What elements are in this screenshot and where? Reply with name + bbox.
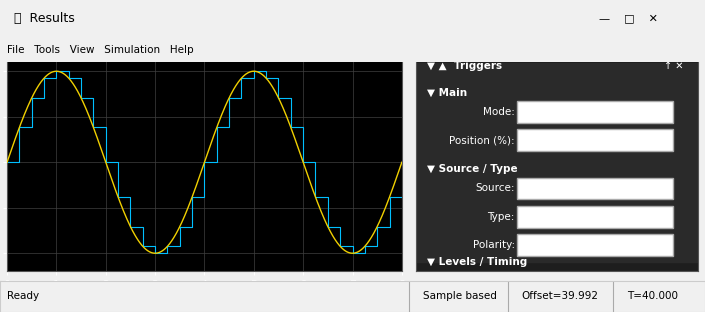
Title: Continuous-time signal, Discrete-time signal: Continuous-time signal, Discrete-time si… — [73, 37, 336, 51]
Text: Edge: Edge — [523, 212, 549, 222]
Text: ⌄: ⌄ — [664, 107, 673, 117]
Text: Type:: Type: — [487, 212, 515, 222]
Text: Mode:: Mode: — [483, 107, 515, 117]
Text: Source:: Source: — [475, 183, 515, 193]
Text: ⌄: ⌄ — [664, 183, 673, 193]
Text: ▼ Levels / Timing: ▼ Levels / Timing — [427, 257, 527, 267]
Text: Rising: Rising — [523, 240, 555, 250]
Text: Sample based: Sample based — [423, 291, 497, 301]
Text: Continuous-ti...: Continuous-ti... — [523, 184, 592, 193]
FancyBboxPatch shape — [517, 129, 673, 151]
Text: $\times 10^{-3}$: $\times 10^{-3}$ — [374, 287, 406, 300]
Text: Offset=39.992: Offset=39.992 — [522, 291, 599, 301]
Text: T=40.000: T=40.000 — [627, 291, 678, 301]
FancyBboxPatch shape — [517, 206, 673, 228]
FancyBboxPatch shape — [517, 101, 673, 123]
Text: ▼ ▲  Triggers: ▼ ▲ Triggers — [427, 61, 503, 71]
Text: Polarity:: Polarity: — [472, 240, 515, 250]
Text: Off: Off — [523, 107, 539, 117]
Text: ▼ Main: ▼ Main — [427, 87, 467, 97]
Text: —    □    ✕: — □ ✕ — [599, 14, 658, 24]
Text: Position (%):: Position (%): — [449, 135, 515, 145]
FancyBboxPatch shape — [517, 234, 673, 256]
Text: ⌄: ⌄ — [664, 240, 673, 250]
Text: ▼ Source / Type: ▼ Source / Type — [427, 164, 518, 174]
Text: Ready: Ready — [7, 291, 39, 301]
Text: 🔴  Results: 🔴 Results — [14, 12, 75, 25]
Text: ↑ ✕: ↑ ✕ — [664, 61, 683, 71]
FancyBboxPatch shape — [517, 178, 673, 199]
Text: 0: 0 — [523, 135, 529, 145]
Text: ⌄: ⌄ — [664, 212, 673, 222]
Text: File   Tools   View   Simulation   Help: File Tools View Simulation Help — [7, 45, 194, 55]
